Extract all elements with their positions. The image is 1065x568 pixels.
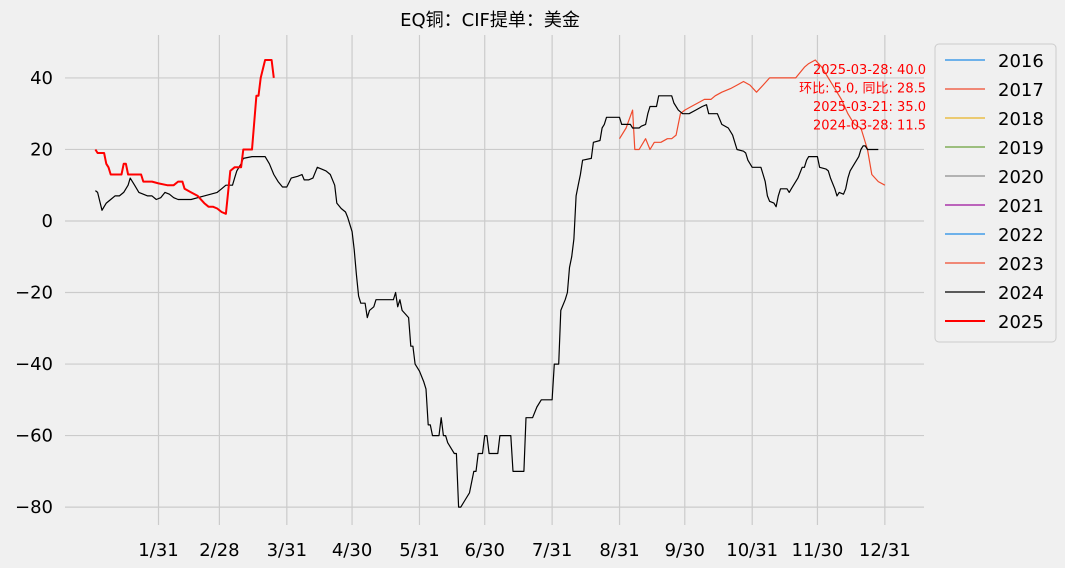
annotation-text: 2025-03-28: 40.0 [813,63,926,78]
x-tick-label: 6/30 [465,540,505,561]
x-tick-label: 5/31 [399,540,439,561]
legend-label-2020: 2020 [998,167,1044,188]
x-tick-label: 3/31 [267,540,307,561]
x-tick-label: 7/31 [532,540,572,561]
legend-label-2022: 2022 [998,225,1044,246]
x-tick-label: 10/31 [726,540,778,561]
y-tick-label: −80 [15,497,53,518]
y-tick-label: 20 [30,139,53,160]
annotations: 2025-03-28: 40.0 环比: 5.0, 同比: 28.5 2025-03… [799,63,926,134]
annotation-text: 2024-03-28: 11.5 [813,119,926,134]
y-tick-label: 0 [42,211,53,232]
x-tick-label: 1/31 [138,540,178,561]
series-line-2023 [618,59,886,186]
legend-label-2025: 2025 [998,312,1044,333]
x-axis-ticks: 1/31 2/28 3/31 4/30 5/31 6/30 7/31 8/31 9/30 10/3… [138,540,910,561]
legend-label-2017: 2017 [998,80,1044,101]
chart-title: EQ铜：CIF提单：美金 [400,10,580,31]
y-tick-label: 40 [30,68,53,89]
legend-label-2021: 2021 [998,196,1044,217]
y-tick-label: −60 [15,426,53,447]
grid [65,35,924,525]
legend-label-2019: 2019 [998,138,1044,159]
x-tick-label: 11/30 [792,540,844,561]
y-tick-label: −20 [15,283,53,304]
annotation-text: 2025-03-21: 35.0 [813,100,926,115]
legend-label-2024: 2024 [998,283,1044,304]
legend-label-2018: 2018 [998,109,1044,130]
annotation-text: 环比: 5.0, 同比: 28.5 [799,82,926,97]
x-tick-label: 8/31 [599,540,639,561]
y-tick-label: −40 [15,354,53,375]
legend: 2016 2017 2018 2019 2020 2021 2022 2023 2024 2025 [934,43,1057,343]
series-line-2024 [95,95,879,508]
x-tick-label: 12/31 [859,540,911,561]
series-line-2025 [94,59,275,215]
x-tick-label: 4/30 [332,540,372,561]
y-axis-ticks: −80 −60 −40 −20 0 20 40 [15,68,53,518]
x-tick-label: 9/30 [665,540,705,561]
x-tick-label: 2/28 [199,540,239,561]
legend-label-2023: 2023 [998,254,1044,275]
legend-label-2016: 2016 [998,51,1044,72]
series-lines [94,59,886,508]
